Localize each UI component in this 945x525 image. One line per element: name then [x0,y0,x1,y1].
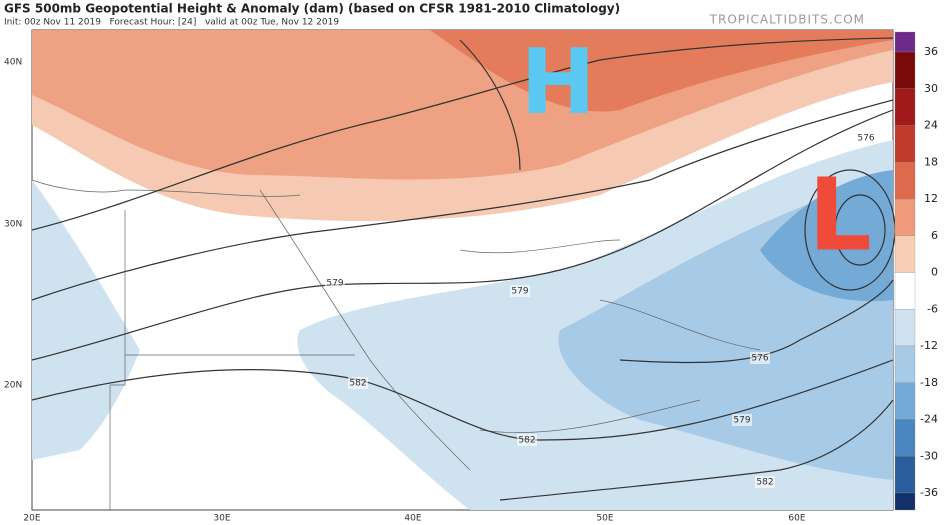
contour-label: 582 [756,478,773,488]
longitude-label: 50E [596,514,613,524]
colorbar-label: 0 [931,266,938,279]
contour-label: 579 [733,416,750,426]
contour [499,399,894,501]
colorbar-band [894,272,916,310]
colorbar-band [894,235,916,273]
positive-anomaly-core [430,30,893,112]
site-name: TROPICALTIDBITS.COM [709,13,865,27]
colorbar-label: -36 [920,486,938,499]
latitude-label: 30N [4,220,22,230]
contour-label-bg [750,352,770,364]
colorbar-label: -12 [920,339,938,352]
colorbar-band [894,31,916,53]
colorbar-band [894,345,916,383]
negative-anomaly-core [760,170,893,302]
contour-label: 579 [511,287,528,297]
contour [31,109,894,361]
colorbar-label: 18 [924,155,938,168]
contour [31,37,894,231]
colorbar-band [894,309,916,347]
colorbar-label: -24 [920,413,938,426]
low-center: L [808,156,872,273]
map-area: H L [31,29,896,511]
colorbar-label: -30 [920,449,938,462]
latitude-label: 20N [4,381,22,391]
colorbar-band [894,419,916,457]
contour-label: 576 [751,354,768,364]
contour-label: 582 [349,379,366,389]
colorbar-band [894,382,916,420]
negative-anomaly-west [32,180,140,460]
colorbar-band [894,125,916,163]
contour-label: 576 [857,134,874,144]
colorbar-band [894,492,916,511]
colorbar-label: 12 [924,192,938,205]
contour-label-bg [755,476,775,488]
colorbar-label: 6 [931,229,938,242]
colorbar-band [894,51,916,89]
contour-label-bg [856,132,876,144]
colorbar-label: -6 [927,302,938,315]
contour [31,359,894,441]
colorbar-band [894,456,916,494]
contour [459,39,521,171]
contour [619,279,894,364]
contour-label: 579 [326,279,343,289]
map-subtitle: Init: 00z Nov 11 2019 Forecast Hour: [24… [4,18,339,28]
low-contour [834,194,886,266]
contour-label: 582 [518,436,535,446]
colorbar-band [894,198,916,236]
latitude-label: 40N [4,58,22,68]
colorbar-band [894,162,916,200]
colorbar-label: -18 [920,376,938,389]
longitude-label: 60E [788,514,805,524]
contour-label-bg [325,277,345,289]
colorbar-label: 24 [924,119,938,132]
contour-label-bg [732,414,752,426]
longitude-label: 40E [404,514,421,524]
contour [31,99,894,301]
coastlines [259,189,761,471]
borders [31,179,355,510]
colorbar-band [894,88,916,126]
longitude-label: 30E [213,514,230,524]
contour-label-bg [517,434,537,446]
colorbar-label: 30 [924,82,938,95]
colorbar-label: 36 [924,45,938,58]
contour-label-bg [348,377,368,389]
high-center: H [520,30,595,135]
contour-label-bg [510,285,530,297]
map-title: GFS 500mb Geopotential Height & Anomaly … [4,2,620,16]
longitude-label: 20E [23,514,40,524]
